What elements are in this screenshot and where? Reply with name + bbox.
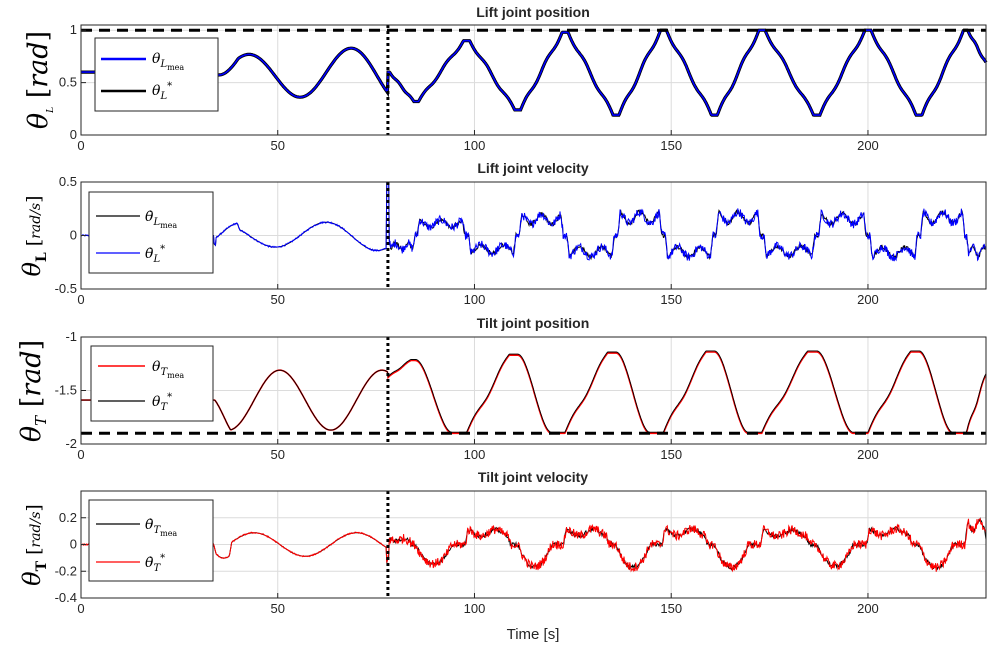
panel-title-tilt-position: Tilt joint position: [477, 315, 590, 331]
legend-label-lift-pos-reference: θL*: [152, 81, 172, 102]
tick-label-y: 0: [70, 127, 77, 142]
ylabel-tilt-velocity: θT [rad/s]: [18, 504, 50, 586]
panel-tilt-velocity: Tilt joint velocity 0 50 100 150 200 -0.4 -0.2…: [18, 469, 987, 643]
tick-label-x: 150: [660, 447, 682, 462]
grid-lift-velocity: [80, 181, 986, 290]
ticks-lift-velocity: 0 50 100 150 200-0.500.5: [55, 174, 879, 307]
grid-tilt-velocity: [80, 491, 986, 599]
legend-box: [94, 37, 219, 112]
legend-lift-position: θLmea θL*: [94, 37, 219, 112]
panel-lift-position: Lift joint position 0 50 100 150 200 0 0.5 1 θL…: [23, 4, 988, 153]
axes-box-lift-position: [80, 24, 987, 136]
series-tilt-position-reference: [81, 350, 987, 433]
tick-label-x: 200: [857, 292, 879, 307]
tick-label-x: 200: [857, 601, 879, 616]
tick-label-y: -0.5: [55, 281, 77, 296]
tick-label-x: 150: [660, 601, 682, 616]
tick-label-x: 200: [857, 138, 879, 153]
tick-label-x: 0: [77, 601, 84, 616]
tick-label-y: 0: [70, 228, 77, 243]
legend-tilt-velocity: θ̇Tmea θ̇T*: [88, 499, 214, 582]
tick-label-x: 0: [77, 447, 84, 462]
svg-text:θL [rad/s]: θL [rad/s]: [18, 195, 50, 276]
tick-label-x: 50: [271, 292, 285, 307]
legend-box: [90, 345, 214, 422]
ylabel-lift-position: θL [rad]: [23, 31, 56, 129]
legend-label-tilt-vel-reference: θ̇T*: [145, 553, 165, 574]
series-tilt-position-measured: [81, 351, 987, 435]
tick-label-x: 150: [660, 138, 682, 153]
series-lift-position-measured: [81, 29, 987, 116]
tick-label-y: -1: [65, 329, 77, 344]
svg-text:θT [rad]: θT [rad]: [16, 340, 50, 442]
legend-box: [88, 499, 214, 582]
svg-text:θT [rad/s]: θT [rad/s]: [18, 504, 50, 586]
ylabel-tilt-position: θT [rad]: [16, 340, 50, 442]
series-lift-velocity-measured: [81, 181, 987, 261]
tick-label-x: 100: [464, 292, 486, 307]
tick-label-y: -0.4: [55, 590, 77, 605]
tick-label-x: 100: [464, 138, 486, 153]
panel-title-tilt-velocity: Tilt joint velocity: [478, 469, 588, 485]
tick-label-x: 50: [271, 601, 285, 616]
panel-tilt-position: Tilt joint position 0 50 100 150 200 -2 -1.5 -1…: [16, 315, 987, 462]
tick-label-y: 0.5: [59, 174, 77, 189]
legend-box: [88, 191, 214, 274]
tick-label-y: -0.2: [55, 563, 77, 578]
series-tilt-velocity-reference: [80, 518, 987, 573]
tick-label-x: 100: [464, 601, 486, 616]
tick-label-y: -1.5: [55, 383, 77, 398]
tick-label-x: 0: [77, 138, 84, 153]
tick-label-x: 50: [271, 138, 285, 153]
tick-label-y: 0: [70, 537, 77, 552]
ticks-lift-position: 0 50 100 150 200 0 0.5 1: [59, 22, 879, 153]
tick-label-x: 100: [464, 447, 486, 462]
xlabel-time: Time [s]: [507, 626, 560, 643]
legend-label-tilt-pos-reference: θT*: [152, 392, 172, 413]
tick-label-y: 0.2: [59, 510, 77, 525]
series-lift-velocity-reference: [80, 181, 987, 262]
ticks-tilt-position: 0 50 100 150 200 -2 -1.5 -1: [55, 329, 879, 462]
legend-tilt-position: θTmea θT*: [90, 345, 214, 422]
tick-label-y: 0.5: [59, 75, 77, 90]
ylabel-lift-velocity: θL [rad/s]: [18, 195, 50, 276]
tick-label-x: 150: [660, 292, 682, 307]
tick-label-x: 0: [77, 292, 84, 307]
legend-label-lift-vel-reference: θ̇L*: [145, 244, 165, 265]
panel-title-lift-position: Lift joint position: [476, 4, 590, 20]
tick-label-y: 1: [70, 22, 77, 37]
ticks-tilt-velocity: 0 50 100 150 200 -0.4 -0.2 0 0.2: [55, 510, 879, 616]
tick-label-x: 50: [271, 447, 285, 462]
legend-lift-velocity: θ̇Lmea θ̇L*: [88, 191, 214, 274]
panel-title-lift-velocity: Lift joint velocity: [477, 160, 588, 176]
panel-lift-velocity: Lift joint velocity 0 50 100 150 200-0.500.5…: [18, 160, 987, 307]
svg-text:θL [rad]: θL [rad]: [23, 31, 56, 129]
tick-label-y: -2: [65, 436, 77, 451]
tick-label-x: 200: [857, 447, 879, 462]
